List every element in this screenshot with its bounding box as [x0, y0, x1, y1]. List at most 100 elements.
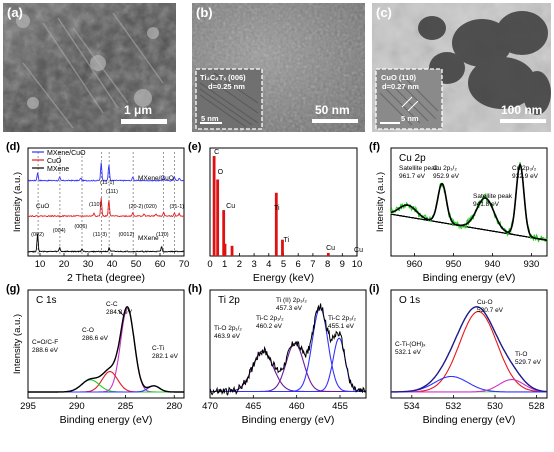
element-label: Cu: [226, 203, 235, 210]
scale-bar: [312, 119, 358, 123]
inset-scale-c: 5 nm: [401, 114, 419, 123]
chart-e: 0 1 2 3 4 5 6 7 8 9 10 Energy (keV) (e) C O Cu Ti Ti Cu Cu: [188, 141, 363, 284]
eds-peak: [230, 245, 234, 256]
x-tick-label: 534: [404, 401, 420, 412]
x-tick-label: 455: [332, 401, 348, 412]
series-label: MXene: [138, 235, 159, 242]
peak-annotation: Ti-O 2p₁/₂: [214, 325, 242, 332]
peak-label: (31-1): [169, 204, 184, 210]
eds-peak: [274, 192, 278, 256]
x-axis-label: Energy (keV): [253, 272, 314, 284]
scale-bar: [500, 119, 546, 123]
eds-peak: [216, 179, 220, 256]
x-tick-label: 2: [237, 259, 242, 270]
x-tick-label: 60: [155, 259, 166, 270]
peak-annotation: Cu 2p₁/₂: [433, 165, 457, 172]
x-tick-label: 10: [35, 259, 46, 270]
x-tick-label: 290: [69, 401, 85, 412]
x-tick-label: 7: [310, 259, 315, 270]
sem-image-a: [3, 3, 176, 132]
x-axis-label: Binding energy (eV): [242, 414, 335, 426]
panel-title: C 1s: [36, 295, 57, 306]
y-axis-label: Intensity (a.u.): [375, 172, 386, 232]
x-axis-label: Binding energy (eV): [423, 272, 516, 284]
eds-peak: [223, 243, 227, 256]
peak-label: (111): [106, 189, 118, 195]
x-tick-label: 280: [166, 401, 182, 412]
peak-label: (020): [144, 204, 157, 210]
panel-label: (e): [188, 141, 202, 153]
envelope: [28, 306, 184, 393]
x-tick-label: 532: [445, 401, 461, 412]
x-tick-label: 960: [406, 259, 422, 270]
y-axis-label: Intensity (a.u.): [12, 314, 23, 374]
peak-annotation: C-Ti: [152, 345, 164, 352]
peak-label: (11-1): [100, 180, 114, 186]
x-tick-label: 285: [118, 401, 134, 412]
peak-annotation: 941.8 eV: [473, 201, 500, 208]
peak-annotation: 455.1 eV: [328, 323, 355, 330]
x-tick-label: 10: [352, 259, 363, 270]
fit-component: [391, 379, 547, 393]
envelope: [391, 306, 547, 393]
element-label: Ti: [284, 237, 290, 244]
envelope: [390, 163, 548, 241]
plot-frame: [390, 289, 548, 399]
legend-label: MXene/CuO: [47, 150, 86, 157]
peak-label: (20-2): [129, 204, 144, 210]
eds-peak: [326, 252, 330, 256]
fit-component: [28, 379, 184, 393]
scale-bar: [121, 119, 167, 124]
chart-i: 534 532 530 528 Binding energy (eV) (i) O 1s Cu…: [369, 283, 548, 426]
element-label: C: [214, 149, 219, 156]
panel-label-a: (a): [7, 5, 23, 20]
inset-d-b: d=0.25 nm: [208, 82, 245, 91]
x-tick-label: 20: [59, 259, 70, 270]
x-tick-label: 0: [207, 259, 212, 270]
x-tick-label: 460: [289, 401, 305, 412]
x-tick-label: 528: [529, 401, 545, 412]
inset-d-c: d=0.27 nm: [382, 82, 419, 91]
x-tick-label: 6: [296, 259, 301, 270]
peak-annotation: Ti-O: [515, 351, 527, 358]
scale-label-a: 1 μm: [124, 103, 152, 117]
x-tick-label: 9: [340, 259, 345, 270]
series-label: MXene/CuO: [138, 175, 174, 182]
peak-annotation: 952.9 eV: [433, 173, 460, 180]
x-tick-label: 50: [131, 259, 142, 270]
x-tick-label: 40: [107, 259, 118, 270]
panel-title: Ti 2p: [218, 295, 240, 306]
x-tick-label: 30: [83, 259, 94, 270]
xrd-series-2: [28, 233, 185, 253]
panel-label-c: (c): [376, 5, 392, 20]
peak-annotation: 282.1 eV: [152, 353, 179, 360]
x-tick-label: 8: [325, 259, 330, 270]
inset-phase-b: Ti₃C₂Tₓ (006): [200, 73, 246, 82]
peak-annotation: Cu 2p₃/₂: [512, 165, 537, 172]
peak-annotation: 530.7 eV: [477, 307, 504, 314]
peak-annotation: 463.9 eV: [214, 333, 241, 340]
peak-annotation: 457.3 eV: [276, 305, 303, 312]
panel-label: (i): [369, 283, 380, 295]
x-tick-label: 950: [445, 259, 461, 270]
peak-annotation: 961.7 eV: [399, 173, 426, 180]
peak-annotation: Cu-O: [477, 299, 493, 306]
inset-scale-b: 5 nm: [201, 114, 219, 123]
peak-annotation: C-Ti-(OH)ₓ: [395, 341, 426, 348]
peak-label: (0012): [118, 232, 134, 238]
chart-h: 470 465 460 455 Binding energy (eV) (h) Ti 2p T…: [188, 283, 367, 426]
x-tick-label: 530: [487, 401, 503, 412]
x-axis-label: 2 Theta (degree): [67, 272, 145, 284]
tem-image-b: [192, 3, 365, 132]
peak-annotation: Ti-C 2p₁/₂: [256, 315, 284, 322]
plot-frame: [27, 147, 185, 257]
peak-annotation: 460.2 eV: [256, 323, 283, 330]
panel-title: Cu 2p: [399, 153, 426, 164]
x-tick-label: 4: [266, 259, 271, 270]
x-tick-label: 70: [179, 259, 190, 270]
xrd-series-1: [28, 197, 185, 218]
chart-d: 10 20 30 40 50 60 70 2 Theta (degree) Intensity …: [6, 141, 189, 284]
peak-label: (110): [89, 202, 102, 208]
